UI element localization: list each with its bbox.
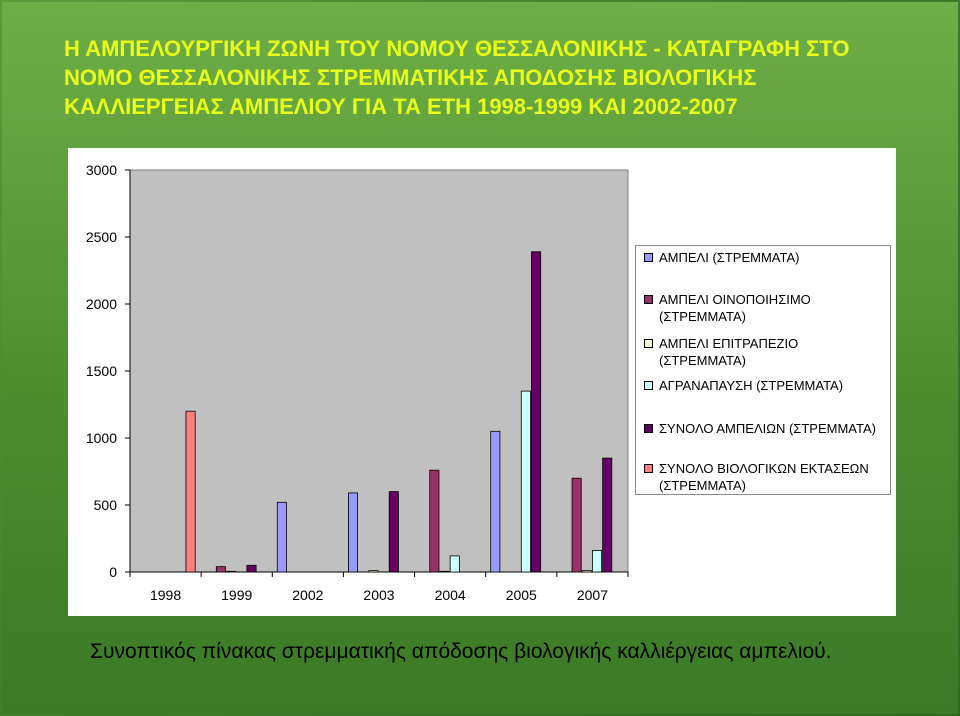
x-tick-label: 2007 — [577, 587, 608, 603]
bar — [368, 570, 379, 573]
y-tick-label: 1500 — [86, 363, 117, 379]
slide-caption: Συνοπτικός πίνακας στρεμματικής απόδοσης… — [90, 640, 832, 663]
bar — [276, 501, 287, 573]
y-tick-label: 2500 — [86, 229, 117, 245]
bar — [571, 477, 582, 573]
bar — [531, 251, 542, 573]
legend-label: ΣΥΝΟΛΟ ΑΜΠΕΛΙΩΝ (ΣΤΡΕΜΜΑΤΑ) — [659, 421, 876, 436]
plot-area — [129, 169, 629, 573]
legend-swatch — [644, 339, 653, 348]
legend-label: ΑΜΠΕΛΙ ΟΙΝΟΠΟΙΗΣΙΜΟ (ΣΤΡΕΜΜΑΤΑ) — [659, 292, 811, 324]
bar — [449, 555, 460, 573]
y-tick-label: 1000 — [86, 430, 117, 446]
x-tick-label: 1999 — [221, 587, 252, 603]
bar — [439, 570, 450, 573]
x-tick-label: 2003 — [363, 587, 394, 603]
x-tick-label: 2002 — [292, 587, 323, 603]
x-tick-label: 2004 — [435, 587, 466, 603]
bar — [246, 564, 257, 573]
bar — [388, 491, 399, 573]
bar-chart: 0 500 1000 1500 2000 2500 3000 1998 1999 2002 2003… — [86, 162, 629, 603]
bar — [490, 430, 501, 573]
legend-item: ΣΥΝΟΛΟ ΑΜΠΕΛΙΩΝ (ΣΤΡΕΜΜΑΤΑ) — [644, 420, 884, 437]
bar — [602, 457, 613, 573]
legend-item: ΑΜΠΕΛΙ ΕΠΙΤΡΑΠΕΖΙΟ (ΣΤΡΕΜΜΑΤΑ) — [644, 335, 884, 369]
legend-item: ΑΜΠΕΛΙ (ΣΤΡΕΜΜΑΤΑ) — [644, 249, 884, 266]
legend-swatch — [644, 464, 653, 473]
legend-item: ΣΥΝΟΛΟ ΒΙΟΛΟΓΙΚΩΝ ΕΚΤΑΣΕΩΝ (ΣΤΡΕΜΜΑΤΑ) — [644, 460, 884, 494]
bar — [520, 390, 531, 573]
legend-label: ΑΓΡΑΝΑΠΑΥΣΗ (ΣΤΡΕΜΜΑΤΑ) — [659, 378, 844, 393]
legend-swatch — [644, 295, 653, 304]
legend-label: ΑΜΠΕΛΙ (ΣΤΡΕΜΜΑΤΑ) — [659, 250, 800, 265]
bar — [348, 492, 359, 573]
bar — [581, 570, 592, 573]
y-tick-label: 500 — [94, 497, 118, 513]
y-tick-label: 3000 — [86, 162, 117, 178]
bar — [226, 570, 237, 573]
y-tick-label: 2000 — [86, 296, 117, 312]
x-tick-label: 1998 — [150, 587, 181, 603]
legend-swatch — [644, 424, 653, 433]
x-tick-label: 2005 — [506, 587, 537, 603]
legend-label: ΑΜΠΕΛΙ ΕΠΙΤΡΑΠΕΖΙΟ (ΣΤΡΕΜΜΑΤΑ) — [659, 336, 799, 368]
slide-title: Η ΑΜΠΕΛΟΥΡΓΙΚΗ ΖΩΝΗ ΤΟΥ ΝΟΜΟΥ ΘΕΣΣΑΛΟΝΙΚ… — [64, 36, 850, 119]
legend-swatch — [644, 253, 653, 262]
legend-label: ΣΥΝΟΛΟ ΒΙΟΛΟΓΙΚΩΝ ΕΚΤΑΣΕΩΝ (ΣΤΡΕΜΜΑΤΑ) — [659, 461, 869, 493]
legend-item: ΑΓΡΑΝΑΠΑΥΣΗ (ΣΤΡΕΜΜΑΤΑ) — [644, 377, 884, 394]
chart-legend: ΑΜΠΕΛΙ (ΣΤΡΕΜΜΑΤΑ) ΑΜΠΕΛΙ ΟΙΝΟΠΟΙΗΣΙΜΟ (Σ… — [635, 245, 891, 495]
bar — [429, 469, 440, 573]
legend-swatch — [644, 381, 653, 390]
bar — [185, 410, 196, 573]
bar — [592, 550, 603, 573]
legend-item: ΑΜΠΕΛΙ ΟΙΝΟΠΟΙΗΣΙΜΟ (ΣΤΡΕΜΜΑΤΑ) — [644, 291, 884, 325]
bar — [215, 566, 226, 573]
y-tick-label: 0 — [109, 564, 117, 580]
